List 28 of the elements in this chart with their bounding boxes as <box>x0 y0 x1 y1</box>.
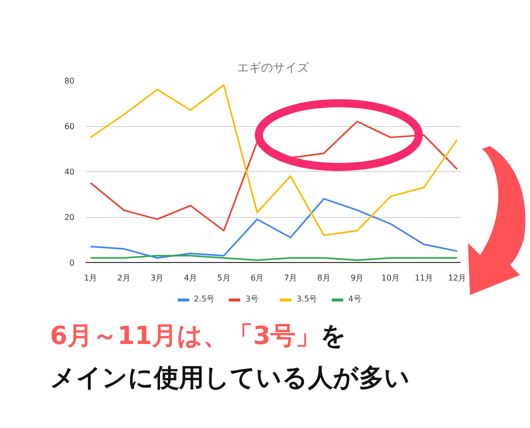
text: を <box>320 321 347 350</box>
line-series <box>90 198 458 259</box>
x-tick-label: 4月 <box>184 274 198 282</box>
legend-label: 3.5号 <box>296 294 318 304</box>
x-tick-label: 9月 <box>350 274 364 282</box>
legend-label: 4号 <box>348 294 362 304</box>
legend-label: 2.5号 <box>194 294 214 304</box>
text: 6月～11月は、「3号」 <box>50 321 321 350</box>
x-tick-label: 12月 <box>448 274 466 282</box>
x-tick-label: 5月 <box>217 274 230 282</box>
legend-label: 3号 <box>246 294 260 304</box>
x-tick-label: 10月 <box>381 274 400 282</box>
x-tick-label: 8月 <box>317 274 330 282</box>
y-tick-label: 20 <box>64 213 75 222</box>
x-tick-label: 7月 <box>284 274 298 282</box>
line-series <box>90 84 458 236</box>
x-tick-label: 1月 <box>84 274 98 282</box>
chart-title: エギのサイズ <box>237 60 310 74</box>
x-tick-label: 2月 <box>117 274 130 282</box>
y-tick-label: 0 <box>69 258 75 268</box>
y-tick-label: 40 <box>64 168 75 176</box>
text: メインに使用している人が多い <box>50 363 410 392</box>
x-tick-label: 6月 <box>250 274 264 282</box>
y-tick-label: 80 <box>64 76 75 86</box>
x-tick-label: 3月 <box>150 274 164 282</box>
line-series <box>90 120 458 232</box>
y-tick-label: 60 <box>64 122 75 131</box>
x-tick-label: 11月 <box>414 274 433 282</box>
